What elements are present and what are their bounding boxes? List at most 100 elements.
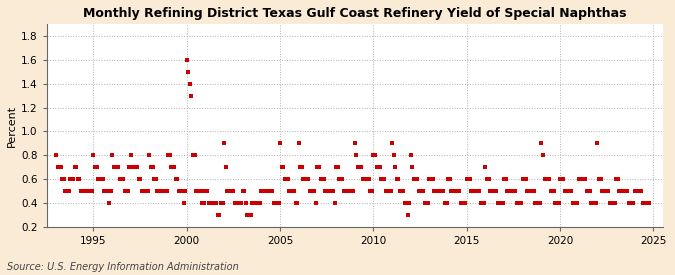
Point: [240, 201, 251, 205]
Point: [335, 177, 346, 182]
Point: [295, 165, 306, 169]
Point: [597, 189, 608, 193]
Point: [508, 189, 519, 193]
Point: [213, 213, 223, 217]
Point: [407, 165, 418, 169]
Point: [230, 201, 240, 205]
Point: [413, 189, 424, 193]
Point: [107, 153, 117, 158]
Point: [511, 201, 522, 205]
Point: [578, 177, 589, 182]
Point: [418, 189, 429, 193]
Point: [242, 213, 253, 217]
Point: [396, 189, 407, 193]
Point: [307, 189, 318, 193]
Point: [115, 177, 126, 182]
Point: [59, 177, 70, 182]
Point: [220, 165, 231, 169]
Point: [475, 201, 486, 205]
Point: [261, 189, 271, 193]
Point: [246, 201, 257, 205]
Point: [306, 189, 317, 193]
Point: [591, 201, 601, 205]
Point: [617, 189, 628, 193]
Point: [628, 201, 639, 205]
Point: [368, 153, 379, 158]
Point: [377, 177, 388, 182]
Point: [158, 189, 169, 193]
Point: [99, 189, 110, 193]
Point: [410, 177, 421, 182]
Point: [223, 189, 234, 193]
Point: [363, 177, 374, 182]
Point: [360, 177, 371, 182]
Point: [449, 189, 460, 193]
Point: [373, 165, 383, 169]
Point: [182, 57, 192, 62]
Point: [510, 189, 520, 193]
Point: [460, 201, 470, 205]
Point: [110, 165, 121, 169]
Point: [233, 201, 244, 205]
Point: [497, 201, 508, 205]
Point: [625, 201, 636, 205]
Point: [79, 189, 90, 193]
Point: [572, 201, 583, 205]
Point: [326, 189, 337, 193]
Point: [495, 201, 506, 205]
Point: [513, 201, 524, 205]
Point: [561, 189, 572, 193]
Point: [636, 189, 647, 193]
Point: [374, 165, 385, 169]
Point: [117, 177, 128, 182]
Point: [494, 201, 505, 205]
Point: [441, 201, 452, 205]
Point: [186, 94, 197, 98]
Point: [70, 165, 80, 169]
Point: [113, 165, 124, 169]
Point: [153, 189, 164, 193]
Point: [457, 201, 468, 205]
Point: [488, 189, 499, 193]
Point: [54, 165, 65, 169]
Point: [273, 201, 284, 205]
Point: [580, 177, 591, 182]
Point: [499, 177, 510, 182]
Point: [121, 189, 132, 193]
Point: [376, 177, 387, 182]
Point: [279, 177, 290, 182]
Point: [166, 165, 177, 169]
Point: [612, 177, 623, 182]
Point: [91, 165, 102, 169]
Point: [340, 189, 351, 193]
Point: [362, 177, 373, 182]
Point: [207, 201, 217, 205]
Point: [122, 189, 133, 193]
Point: [622, 189, 632, 193]
Point: [85, 189, 96, 193]
Point: [327, 189, 338, 193]
Point: [569, 201, 580, 205]
Point: [214, 213, 225, 217]
Point: [281, 177, 292, 182]
Point: [358, 177, 369, 182]
Point: [97, 177, 108, 182]
Point: [200, 189, 211, 193]
Point: [152, 189, 163, 193]
Point: [95, 177, 105, 182]
Point: [547, 189, 558, 193]
Point: [332, 165, 343, 169]
Point: [539, 177, 550, 182]
Point: [151, 177, 161, 182]
Point: [623, 201, 634, 205]
Point: [393, 177, 404, 182]
Point: [96, 177, 107, 182]
Point: [371, 165, 382, 169]
Point: [309, 189, 320, 193]
Point: [175, 189, 186, 193]
Point: [315, 177, 326, 182]
Point: [71, 165, 82, 169]
Point: [423, 201, 433, 205]
Point: [435, 189, 446, 193]
Point: [275, 141, 286, 145]
